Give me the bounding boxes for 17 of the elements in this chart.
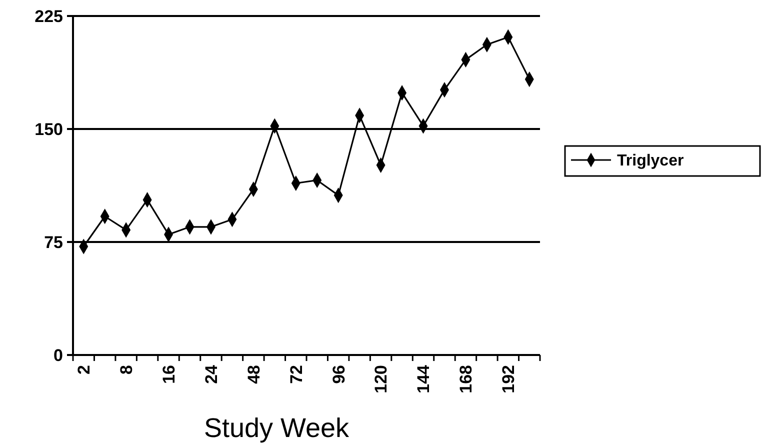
legend-label: Triglycer — [617, 152, 684, 170]
x-tick-label: 144 — [414, 364, 434, 394]
y-tick-label: 75 — [44, 232, 63, 252]
y-tick-label: 150 — [34, 120, 63, 139]
x-tick-label: 168 — [456, 365, 476, 394]
x-tick-label: 96 — [329, 365, 348, 384]
x-tick-label: 120 — [372, 365, 391, 394]
y-tick-label: 0 — [54, 346, 63, 365]
x-tick-label: 8 — [117, 365, 136, 374]
x-tick-label: 192 — [499, 365, 518, 394]
x-axis-title: Study Week — [204, 413, 350, 443]
x-tick-label: 2 — [74, 365, 94, 374]
x-tick-label: 24 — [202, 364, 221, 384]
x-tick-label: 16 — [159, 365, 178, 384]
x-tick-label: 72 — [286, 365, 306, 384]
y-tick-label: 225 — [34, 6, 63, 26]
x-tick-label: 48 — [244, 365, 264, 384]
